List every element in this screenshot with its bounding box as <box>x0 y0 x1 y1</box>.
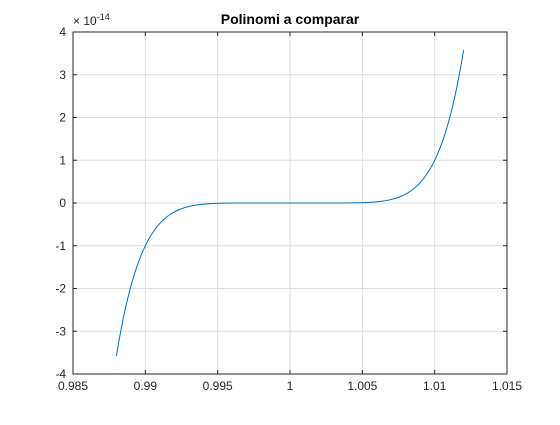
y-exponent-power: -14 <box>97 12 110 22</box>
y-tick-label: -4 <box>55 367 66 381</box>
y-tick-labels: -4 -3 -2 -1 0 1 2 3 4 <box>55 25 66 381</box>
series-line <box>115 49 465 357</box>
y-tick-label: 0 <box>59 196 66 210</box>
tick-marks <box>72 31 508 375</box>
y-tick-label: 1 <box>59 153 66 167</box>
y-exponent-label: × 10-14 <box>73 12 110 28</box>
y-tick-label: 3 <box>59 68 66 82</box>
y-tick-label: 4 <box>59 25 66 39</box>
x-tick-label: 1.005 <box>347 379 377 393</box>
x-tick-label: 1 <box>287 379 294 393</box>
x-tick-label: 0.99 <box>134 379 158 393</box>
x-tick-labels: 0.985 0.99 0.995 1 1.005 1.01 1.015 <box>58 379 522 393</box>
x-tick-label: 1.01 <box>423 379 447 393</box>
x-tick-label: 1.015 <box>492 379 522 393</box>
y-tick-label: 2 <box>59 111 66 125</box>
y-tick-label: -3 <box>55 324 66 338</box>
x-tick-label: 0.985 <box>58 379 88 393</box>
y-tick-label: -1 <box>55 239 66 253</box>
y-tick-label: -2 <box>55 282 66 296</box>
chart-title: Polinomi a comparar <box>221 11 360 27</box>
x-tick-label: 0.995 <box>203 379 233 393</box>
